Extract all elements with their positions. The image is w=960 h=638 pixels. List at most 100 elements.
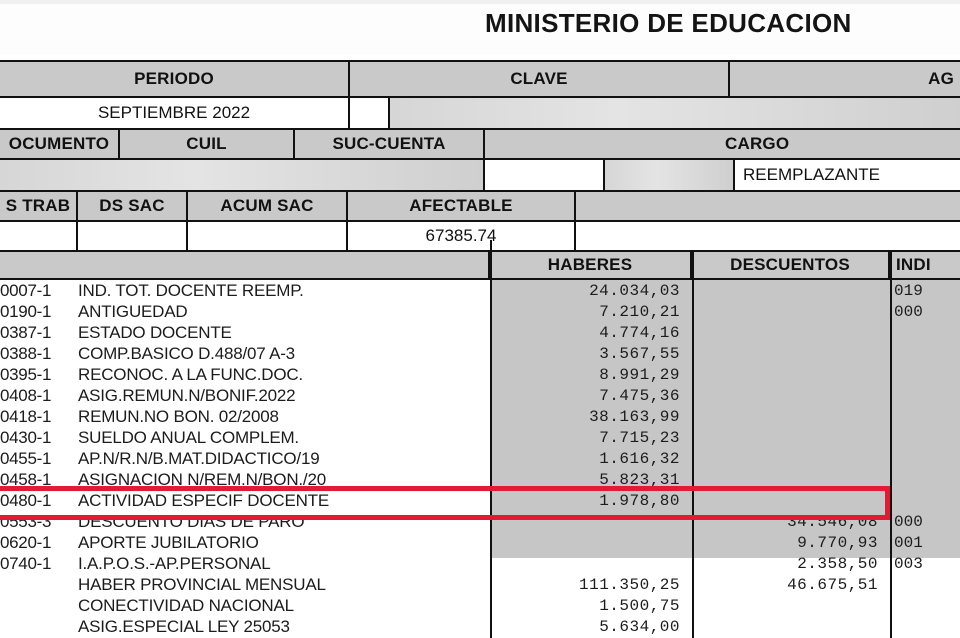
row-code: 0458-1 [0, 469, 52, 489]
column-header-afectable: AFECTABLE [348, 192, 576, 220]
column-header-blank [576, 192, 960, 220]
column-rule-haberes [490, 240, 492, 638]
row-descuentos: 46.675,51 [787, 575, 878, 594]
row-indi: 000 [894, 512, 923, 531]
row-haberes: 1.978,80 [599, 491, 680, 510]
value-spacer-2 [605, 160, 735, 190]
row-description: ESTADO DOCENTE [78, 322, 232, 342]
row-code: 0740-1 [0, 553, 52, 573]
value-row-periodo: SEPTIEMBRE 2022 [0, 98, 960, 128]
column-header-ag: AG [928, 69, 954, 88]
page-title: MINISTERIO DE EDUCACION [485, 8, 852, 38]
row-code: 0430-1 [0, 427, 52, 447]
value-blank [576, 222, 960, 250]
row-descuentos: 2.358,50 [797, 554, 878, 573]
column-rule-descuentos [692, 250, 694, 638]
row-code: 0455-1 [0, 448, 52, 468]
value-documento-redacted [0, 160, 485, 190]
row-code: 0395-1 [0, 364, 52, 384]
value-acum-sac [188, 222, 348, 250]
table-row: ASIG.ESPECIAL LEY 25053 5.634,00 [0, 616, 960, 637]
column-header-cargo: CARGO [725, 134, 790, 153]
row-haberes: 8.991,29 [599, 365, 680, 384]
column-header-periodo: PERIODO [0, 62, 350, 96]
row-haberes: 111.350,25 [578, 575, 680, 594]
column-rule-indi [890, 250, 892, 638]
table-row: 0430-1 SUELDO ANUAL COMPLEM. 7.715,23 [0, 427, 960, 448]
table-row: 0007-1 IND. TOT. DOCENTE REEMP. 24.034,03 0… [0, 280, 960, 301]
row-description: IND. TOT. DOCENTE REEMP. [78, 280, 304, 300]
header-row-documento: OCUMENTO CUIL SUC-CUENTA CARGO [0, 128, 960, 160]
row-haberes: 1.500,75 [599, 596, 680, 615]
table-row: HABER PROVINCIAL MENSUAL 111.350,25 46.675… [0, 574, 960, 595]
row-code: 0418-1 [0, 406, 52, 426]
column-header-acum-sac: ACUM SAC [188, 192, 348, 220]
row-code: 0007-1 [0, 280, 52, 300]
row-descuentos: 9.770,93 [797, 533, 878, 552]
row-description: REMUN.NO BON. 02/2008 [78, 406, 279, 426]
table-row: 0388-1 COMP.BASICO D.488/07 A-3 3.567,55 [0, 343, 960, 364]
row-code: 0480-1 [0, 490, 52, 510]
table-row: 0190-1 ANTIGUEDAD 7.210,21 000 [0, 301, 960, 322]
row-description: DESCUENTO DIAS DE PARO [78, 511, 305, 531]
table-row: 0387-1 ESTADO DOCENTE 4.774,16 [0, 322, 960, 343]
row-description: CONECTIVIDAD NACIONAL [78, 595, 294, 615]
table-row: 0553-3 DESCUENTO DIAS DE PARO 34.546,08 000 [0, 511, 960, 532]
table-row: 0408-1 ASIG.REMUN.N/BONIF.2022 7.475,36 [0, 385, 960, 406]
column-header-indi: INDI [896, 255, 931, 274]
row-code: 0387-1 [0, 322, 52, 342]
table-row: CONECTIVIDAD NACIONAL 1.500,75 [0, 595, 960, 616]
table-row: 0395-1 RECONOC. A LA FUNC.DOC. 8.991,29 [0, 364, 960, 385]
value-clave-redacted [390, 98, 960, 128]
row-description: ANTIGUEDAD [78, 301, 188, 321]
row-haberes: 38.163,99 [589, 407, 680, 426]
row-indi: 000 [894, 302, 923, 321]
row-indi: 001 [894, 533, 923, 552]
row-indi: 003 [894, 554, 923, 573]
row-code: 0553-3 [0, 511, 52, 531]
column-header-documento: OCUMENTO [0, 130, 120, 158]
row-description: RECONOC. A LA FUNC.DOC. [78, 364, 303, 384]
column-header-descuentos: DESCUENTOS [692, 252, 890, 278]
row-haberes: 1.616,32 [599, 449, 680, 468]
row-description: ASIG.ESPECIAL LEY 25053 [78, 616, 290, 636]
table-row: 0458-1 ASIGNACION N/REM.N/BON./20 5.823,31 [0, 469, 960, 490]
row-haberes: 5.823,31 [599, 470, 680, 489]
row-haberes: 7.715,23 [599, 428, 680, 447]
row-code: 0408-1 [0, 385, 52, 405]
row-description: ASIG.REMUN.N/BONIF.2022 [78, 385, 296, 405]
value-ds-sac [78, 222, 188, 250]
table-row: 0740-1 I.A.P.O.S.-AP.PERSONAL 2.358,50 003 [0, 553, 960, 574]
value-cargo: REEMPLAZANTE [735, 160, 960, 190]
row-description: SUELDO ANUAL COMPLEM. [78, 427, 299, 447]
row-haberes: 24.034,03 [589, 281, 680, 300]
row-code: 0388-1 [0, 343, 52, 363]
row-description: AP.N/R.N/B.MAT.DIDACTICO/19 [78, 448, 320, 468]
column-header-clave: CLAVE [350, 62, 730, 96]
header-row-totals: HABERES DESCUENTOS INDI [0, 250, 960, 280]
header-row-dias: S TRAB DS SAC ACUM SAC AFECTABLE [0, 190, 960, 222]
row-haberes: 3.567,55 [599, 344, 680, 363]
value-ds-trab [0, 222, 78, 250]
table-row: 0455-1 AP.N/R.N/B.MAT.DIDACTICO/19 1.616,3… [0, 448, 960, 469]
column-header-concepto [0, 252, 490, 278]
row-description: I.A.P.O.S.-AP.PERSONAL [78, 553, 271, 573]
concept-table-body: 0007-1 IND. TOT. DOCENTE REEMP. 24.034,03 0… [0, 280, 960, 637]
column-header-ds-sac: DS SAC [78, 192, 188, 220]
value-row-dias: 67385.74 [0, 222, 960, 250]
row-description: APORTE JUBILATORIO [78, 532, 259, 552]
row-code: 0190-1 [0, 301, 52, 321]
value-spacer-1 [350, 98, 390, 128]
row-haberes: 7.475,36 [599, 386, 680, 405]
value-suc-cuenta [485, 160, 605, 190]
top-strip [0, 0, 960, 4]
value-periodo: SEPTIEMBRE 2022 [0, 98, 350, 128]
concept-table: 0007-1 IND. TOT. DOCENTE REEMP. 24.034,03 0… [0, 280, 960, 638]
row-description: ASIGNACION N/REM.N/BON./20 [78, 469, 326, 489]
row-description: COMP.BASICO D.488/07 A-3 [78, 343, 295, 363]
detail-white-bottom [0, 558, 960, 638]
table-row: 0418-1 REMUN.NO BON. 02/2008 38.163,99 [0, 406, 960, 427]
column-header-suc-cuenta: SUC-CUENTA [295, 130, 485, 158]
row-description: HABER PROVINCIAL MENSUAL [78, 574, 326, 594]
